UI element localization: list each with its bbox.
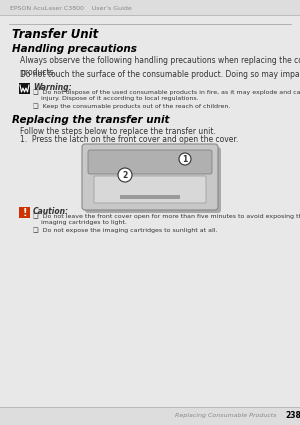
Text: !: ! bbox=[22, 207, 27, 218]
Text: Do not touch the surface of the consumable product. Doing so may impair print qu: Do not touch the surface of the consumab… bbox=[20, 70, 300, 79]
Text: 1.  Press the latch on the front cover and open the cover.: 1. Press the latch on the front cover an… bbox=[20, 135, 238, 144]
Text: Transfer Unit: Transfer Unit bbox=[12, 28, 98, 41]
Bar bbox=[0, 407, 300, 425]
Text: Always observe the following handling precautions when replacing the consumable
: Always observe the following handling pr… bbox=[20, 56, 300, 77]
Text: Replacing the transfer unit: Replacing the transfer unit bbox=[12, 115, 169, 125]
Bar bbox=[0, 0, 300, 15]
Text: ❑  Keep the consumable products out of the reach of children.: ❑ Keep the consumable products out of th… bbox=[33, 103, 230, 108]
Text: ❑  Do not dispose of the used consumable products in fire, as it may explode and: ❑ Do not dispose of the used consumable … bbox=[33, 89, 300, 101]
Bar bbox=[120, 195, 180, 199]
FancyBboxPatch shape bbox=[94, 176, 206, 203]
FancyBboxPatch shape bbox=[82, 144, 218, 210]
Text: Handling precautions: Handling precautions bbox=[12, 44, 137, 54]
Bar bbox=[19, 83, 30, 94]
Text: Warning:: Warning: bbox=[33, 83, 72, 92]
Text: 238: 238 bbox=[285, 411, 300, 420]
Bar bbox=[19, 207, 30, 218]
Circle shape bbox=[179, 153, 191, 165]
Text: 2: 2 bbox=[122, 170, 128, 179]
Text: Replacing Consumable Products: Replacing Consumable Products bbox=[175, 414, 277, 419]
FancyBboxPatch shape bbox=[88, 150, 212, 174]
FancyBboxPatch shape bbox=[85, 147, 221, 213]
Circle shape bbox=[118, 168, 132, 182]
Text: EPSON AcuLaser C3800    User's Guide: EPSON AcuLaser C3800 User's Guide bbox=[10, 6, 132, 11]
Text: ❑  Do not expose the imaging cartridges to sunlight at all.: ❑ Do not expose the imaging cartridges t… bbox=[33, 227, 218, 232]
Text: Follow the steps below to replace the transfer unit.: Follow the steps below to replace the tr… bbox=[20, 127, 216, 136]
Text: Caution:: Caution: bbox=[33, 207, 69, 216]
Text: ❑  Do not leave the front cover open for more than five minutes to avoid exposin: ❑ Do not leave the front cover open for … bbox=[33, 213, 300, 225]
Text: 1: 1 bbox=[182, 155, 188, 164]
